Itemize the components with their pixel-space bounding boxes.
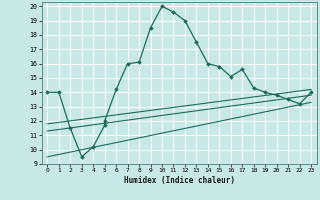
X-axis label: Humidex (Indice chaleur): Humidex (Indice chaleur) <box>124 176 235 185</box>
